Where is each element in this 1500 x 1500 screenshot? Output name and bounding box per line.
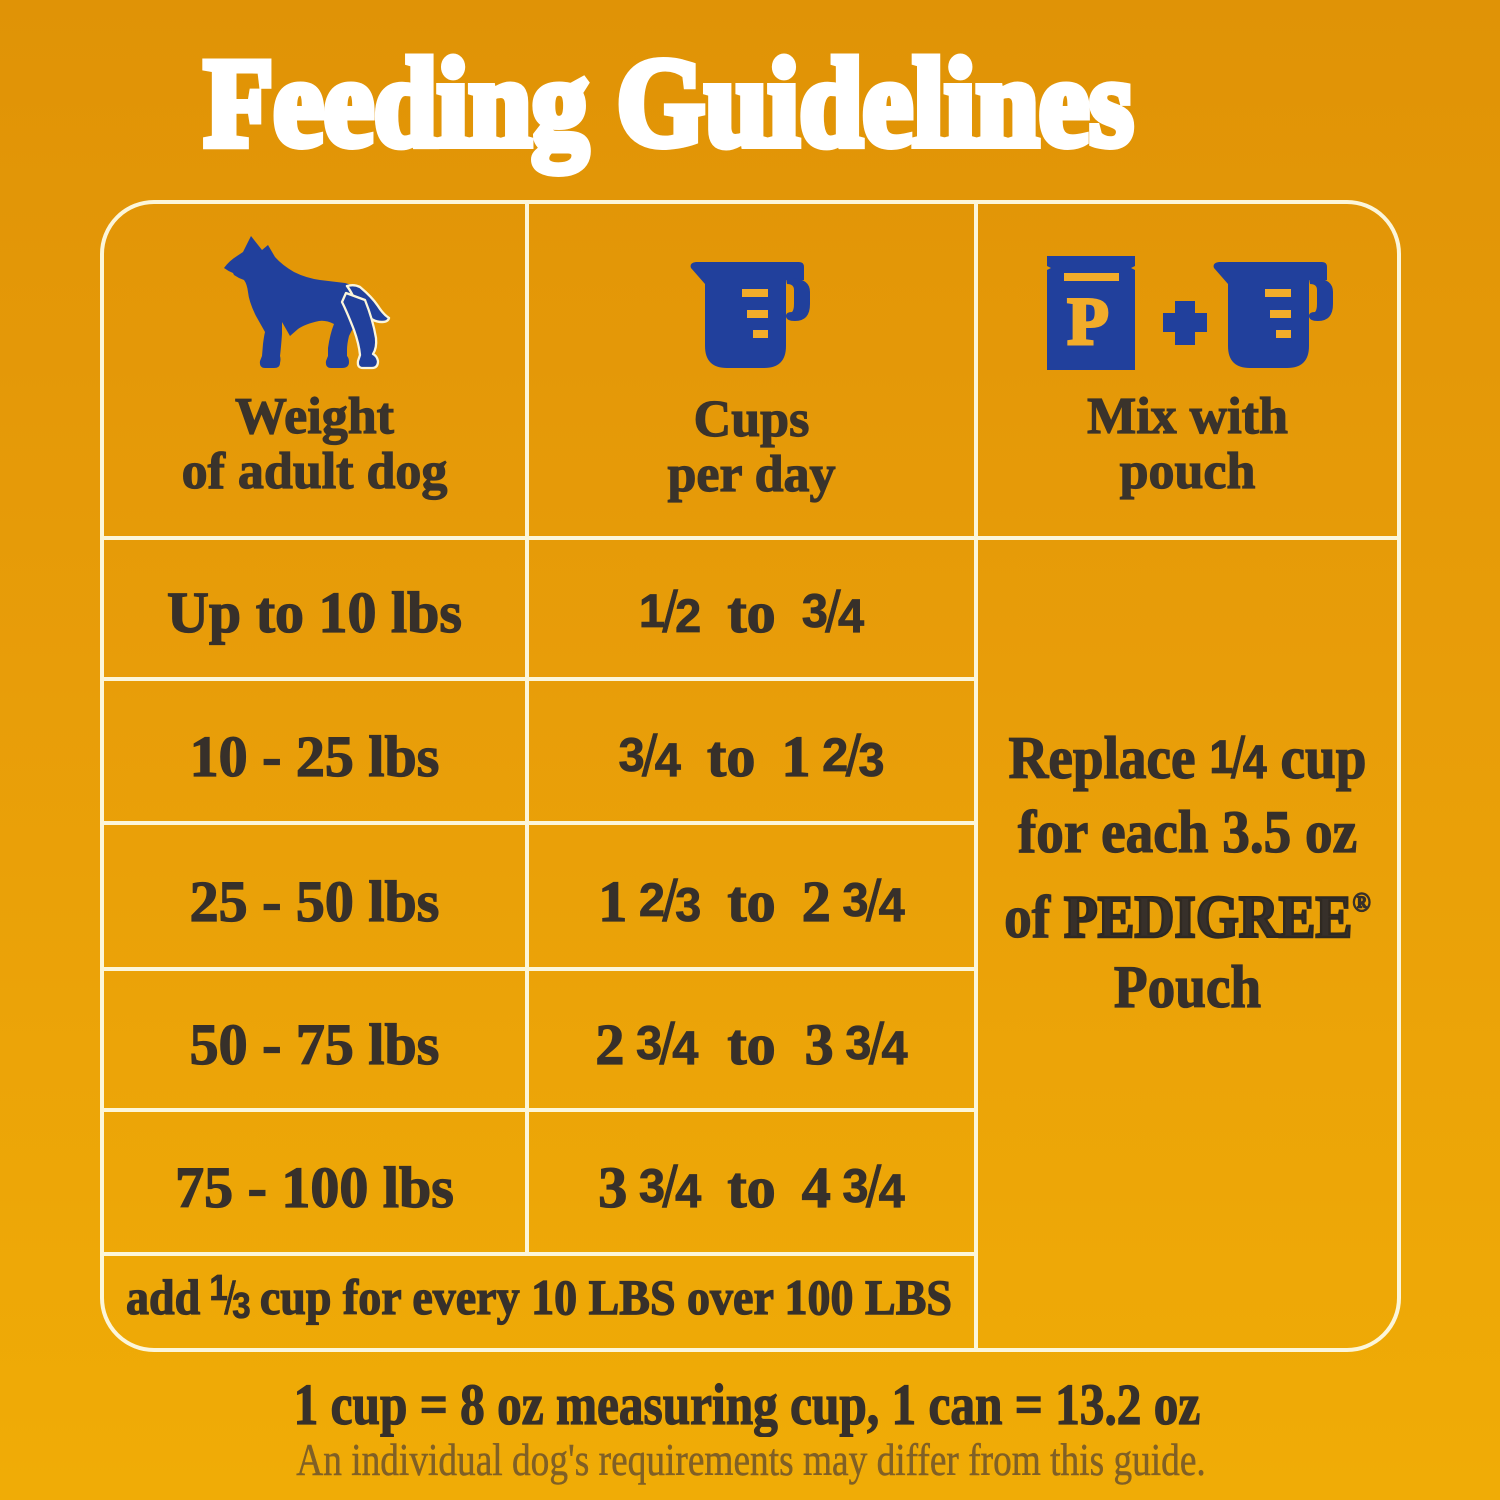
svg-text:P: P <box>1067 283 1109 359</box>
